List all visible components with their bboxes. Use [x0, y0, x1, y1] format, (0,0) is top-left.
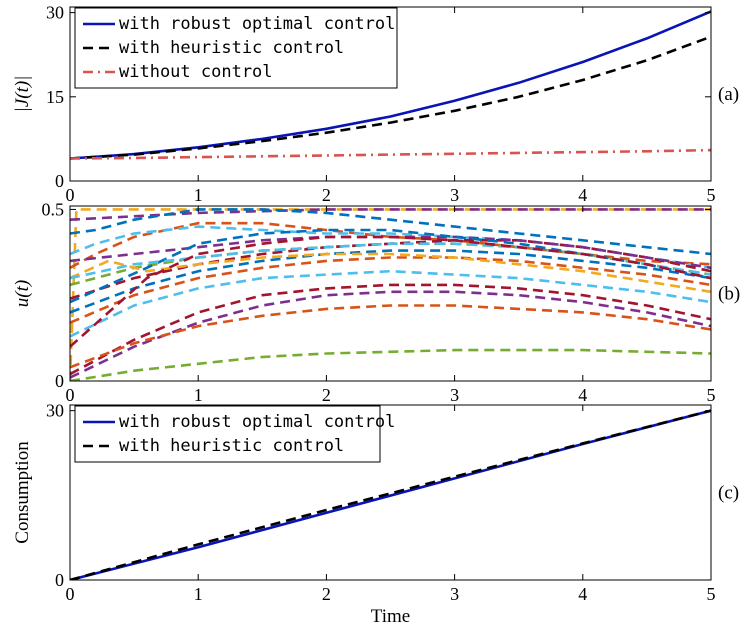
- legend-entry: with heuristic control: [119, 38, 344, 58]
- series-group: [70, 409, 711, 580]
- y-tick-label: 30: [46, 401, 64, 421]
- series-line-10: [70, 256, 711, 324]
- x-tick-label: 0: [66, 385, 75, 405]
- x-tick-label: 5: [707, 385, 716, 405]
- series-line-19: [70, 235, 711, 348]
- legend-entry: with heuristic control: [119, 436, 344, 456]
- x-tick-label: 4: [578, 185, 587, 205]
- legend-entry: without control: [119, 62, 273, 82]
- series-line-3: [70, 148, 711, 160]
- y-tick-label: 0: [55, 171, 64, 191]
- series-line-1: [70, 10, 711, 160]
- series-line-3: [70, 208, 711, 256]
- series-line-15: [70, 304, 711, 369]
- x-axis-label: Time: [371, 606, 410, 627]
- y-tick-label: 30: [46, 3, 64, 23]
- x-tick-label: 1: [194, 584, 203, 604]
- series-line-2: [70, 409, 711, 580]
- panel-label: (c): [718, 483, 739, 504]
- x-tick-label: 2: [322, 185, 331, 205]
- panel-label: (b): [718, 284, 740, 305]
- series-line-13: [70, 283, 711, 376]
- series-group: [70, 208, 711, 381]
- x-tick-label: 0: [66, 584, 75, 604]
- x-tick-label: 4: [578, 584, 587, 604]
- legend-entry: with robust optimal control: [119, 412, 395, 432]
- x-tick-label: 0: [66, 185, 75, 205]
- series-line-1: [70, 208, 711, 381]
- series-line-11: [70, 252, 711, 294]
- panel-b: 0 1 2 3 4 5 0 0.5 u(t) (b): [12, 199, 740, 405]
- x-tick-label: 3: [450, 185, 459, 205]
- series-line-9: [70, 249, 711, 314]
- x-tick-label: 2: [322, 385, 331, 405]
- y-axis-label: Consumption: [12, 441, 33, 544]
- axes-box: [69, 404, 712, 581]
- series-line-12: [70, 269, 711, 338]
- x-tick-label: 1: [194, 185, 203, 205]
- x-tick-label: 3: [450, 584, 459, 604]
- series-line-2: [70, 35, 711, 160]
- axes-box: [69, 205, 712, 382]
- panel-label: (a): [718, 84, 739, 105]
- y-tick-label: 15: [46, 87, 64, 107]
- y-tick-label: 0: [55, 371, 64, 391]
- axes-box: [69, 6, 712, 182]
- legend-box: [74, 7, 398, 89]
- x-tick-label: 5: [707, 185, 716, 205]
- series-line-17: [70, 348, 711, 381]
- y-tick-label: 0: [55, 570, 64, 590]
- x-tick-label: 2: [322, 584, 331, 604]
- x-tick-label: 5: [707, 584, 716, 604]
- legend-box: [74, 405, 381, 463]
- x-tick-label: 1: [194, 385, 203, 405]
- x-tick-label: 4: [578, 385, 587, 405]
- legend-entry: with robust optimal control: [119, 14, 395, 34]
- panel-c: 0 1 2 3 4 5 0 30 Consumption Time (c) with robust o…: [12, 401, 739, 627]
- y-axis-label: u(t): [12, 280, 33, 307]
- y-axis-label: |J(t)|: [12, 76, 33, 113]
- series-line-2: [70, 208, 711, 221]
- x-tick-label: 3: [450, 385, 459, 405]
- series-group: [70, 10, 711, 160]
- panel-a: 0 1 2 3 4 5 0 15 30 |J(t)| (a) with robust optimal …: [12, 3, 739, 205]
- y-tick-label: 0.5: [42, 199, 65, 219]
